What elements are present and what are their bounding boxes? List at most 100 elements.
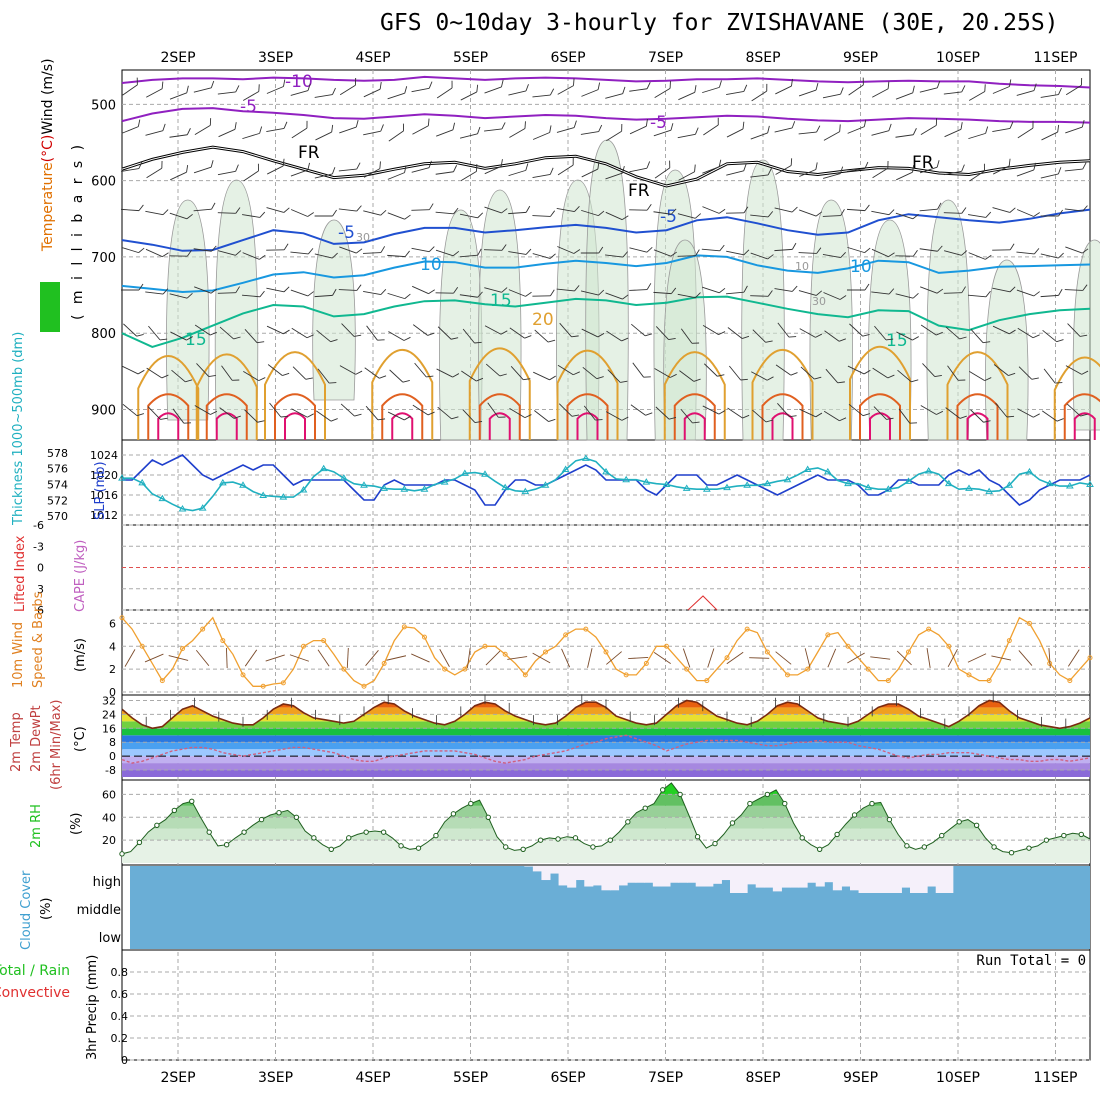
isotherm-25: [859, 393, 901, 440]
wind-barb: [895, 249, 918, 257]
barb-flag: [402, 380, 410, 383]
thickness-point: [924, 467, 933, 474]
contour-label: FR: [298, 143, 320, 163]
wind-barb: [145, 123, 166, 136]
barb-flag: [138, 283, 144, 291]
barb-flag: [549, 253, 556, 259]
barb-staff: [121, 246, 139, 254]
barb-staff: [460, 91, 478, 101]
barb-flag: [815, 211, 823, 217]
wind-barb: [338, 162, 361, 172]
wind-barb: [968, 252, 992, 260]
barb-staff: [217, 91, 236, 95]
barb-staff: [968, 252, 986, 260]
cloud-high-gap: [892, 866, 902, 893]
y-tick-precip: 0.2: [111, 1032, 129, 1045]
barb-staff: [628, 657, 649, 659]
wind-barb: [897, 369, 919, 383]
barb-flag: [645, 119, 648, 127]
wind-barb: [823, 292, 847, 300]
barb-flag: [1082, 162, 1087, 170]
barb-staff: [123, 323, 137, 337]
wind-barb: [677, 249, 700, 257]
barb-staff: [920, 124, 937, 136]
y-tick-temp: 32: [102, 694, 116, 707]
wind-barb: [387, 86, 408, 100]
wind-barb: [653, 249, 677, 257]
wind-barb: [702, 324, 726, 336]
rh-point: [1008, 850, 1015, 856]
wind-barb: [314, 209, 337, 217]
cloud-high-gap: [815, 866, 825, 887]
barb-flag: [283, 329, 290, 335]
barb-staff: [387, 411, 405, 421]
barb-staff: [606, 651, 622, 665]
wind-barb: [871, 123, 892, 136]
wind-barb: [363, 82, 382, 98]
wind-barb: [217, 207, 241, 214]
barb-flag: [862, 77, 864, 85]
wind-point: [180, 646, 185, 652]
y-label-temp-3: (6hr Min/Max): [49, 700, 64, 790]
y-tick-temp: 24: [102, 708, 116, 721]
chart-title: GFS 0~10day 3-hourly for ZVISHAVANE (30E…: [380, 10, 1059, 36]
wind-barb: [532, 210, 556, 217]
barb-flag: [791, 121, 796, 129]
wind-barb: [556, 120, 577, 133]
wind-barb: [922, 363, 942, 378]
barb-staff: [1041, 131, 1058, 141]
barb-staff: [605, 292, 623, 300]
cloud-high-gap: [704, 866, 714, 887]
barb-flag: [451, 416, 459, 420]
barb-flag: [621, 337, 629, 342]
wind-barb: [315, 124, 334, 141]
barb-flag: [549, 167, 554, 175]
barb-staff: [290, 289, 309, 297]
barb-flag: [888, 123, 892, 131]
barb-flag: [598, 246, 604, 254]
wind-barb: [459, 212, 484, 219]
barb-flag: [767, 254, 774, 260]
wind-barb: [366, 325, 385, 341]
rh-point: [642, 805, 648, 811]
barb-staff: [363, 290, 381, 296]
barb-staff: [462, 409, 476, 423]
barb-staff: [727, 407, 743, 419]
wind-barb: [484, 79, 504, 94]
temp-band: [122, 742, 1090, 750]
wind-barb: [945, 407, 967, 419]
wind-barb: [726, 249, 750, 256]
barb-staff: [632, 362, 644, 378]
barb-staff: [1065, 246, 1083, 254]
barb-flag: [477, 291, 483, 298]
barb-flag: [477, 126, 481, 134]
barb-staff: [363, 210, 381, 216]
barb-staff: [678, 171, 695, 181]
barb-flag: [743, 84, 748, 92]
barb-flag: [501, 79, 504, 88]
wind-barb: [1040, 87, 1062, 98]
wind-barb: [435, 249, 460, 257]
barb-staff: [412, 125, 429, 135]
barb-flag: [1033, 291, 1040, 297]
barb-staff: [532, 94, 551, 98]
wind-barb: [992, 79, 1012, 94]
barb-staff: [920, 405, 937, 415]
barb-staff: [677, 213, 696, 219]
wind-barb: [1017, 120, 1034, 139]
y-tick-precip: 0: [121, 1054, 128, 1067]
barb-flag: [259, 126, 263, 134]
wind-point: [482, 643, 488, 649]
barb-flag: [767, 125, 770, 134]
barb-flag: [162, 123, 166, 131]
barb-flag: [354, 78, 357, 86]
cloud-high-gap: [867, 866, 877, 893]
thickness-point: [581, 454, 590, 461]
wind-point: [966, 672, 972, 678]
barb-flag: [331, 167, 336, 175]
barb-staff: [750, 174, 769, 178]
surface-wind-barb: [561, 648, 571, 668]
barb-flag: [670, 208, 677, 215]
barb-staff: [1067, 649, 1080, 667]
barb-staff: [1016, 251, 1035, 255]
